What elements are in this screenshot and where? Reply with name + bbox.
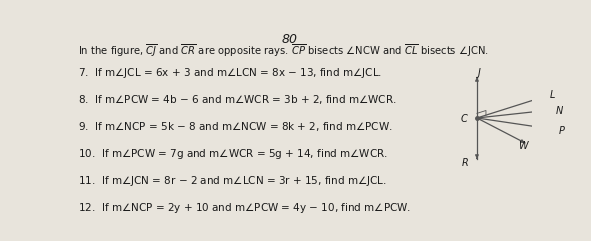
Text: 80: 80 bbox=[281, 33, 297, 46]
Text: R: R bbox=[462, 158, 469, 168]
Text: W: W bbox=[518, 141, 527, 151]
Text: 12.  If m$\angle$NCP = 2y + 10 and m$\angle$PCW = 4y $-$ 10, find m$\angle$PCW.: 12. If m$\angle$NCP = 2y + 10 and m$\ang… bbox=[79, 201, 411, 214]
Text: 9.  If m$\angle$NCP = 5k $-$ 8 and m$\angle$NCW = 8k + 2, find m$\angle$PCW.: 9. If m$\angle$NCP = 5k $-$ 8 and m$\ang… bbox=[79, 120, 393, 133]
Text: In the figure, $\overline{CJ}$ and $\overline{CR}$ are opposite rays. $\overline: In the figure, $\overline{CJ}$ and $\ove… bbox=[79, 42, 489, 59]
Text: P: P bbox=[558, 126, 564, 136]
Text: J: J bbox=[478, 67, 480, 78]
Text: 10.  If m$\angle$PCW = 7g and m$\angle$WCR = 5g + 14, find m$\angle$WCR.: 10. If m$\angle$PCW = 7g and m$\angle$WC… bbox=[79, 147, 388, 161]
Text: L: L bbox=[550, 90, 555, 100]
Text: N: N bbox=[556, 106, 563, 116]
Text: C: C bbox=[461, 114, 467, 124]
Text: 8.  If m$\angle$PCW = 4b $-$ 6 and m$\angle$WCR = 3b + 2, find m$\angle$WCR.: 8. If m$\angle$PCW = 4b $-$ 6 and m$\ang… bbox=[79, 93, 397, 106]
Text: 7.  If m$\angle$JCL = 6x + 3 and m$\angle$LCN = 8x $-$ 13, find m$\angle$JCL.: 7. If m$\angle$JCL = 6x + 3 and m$\angle… bbox=[79, 66, 382, 80]
Text: 11.  If m$\angle$JCN = 8r $-$ 2 and m$\angle$LCN = 3r + 15, find m$\angle$JCL.: 11. If m$\angle$JCN = 8r $-$ 2 and m$\an… bbox=[79, 174, 387, 188]
